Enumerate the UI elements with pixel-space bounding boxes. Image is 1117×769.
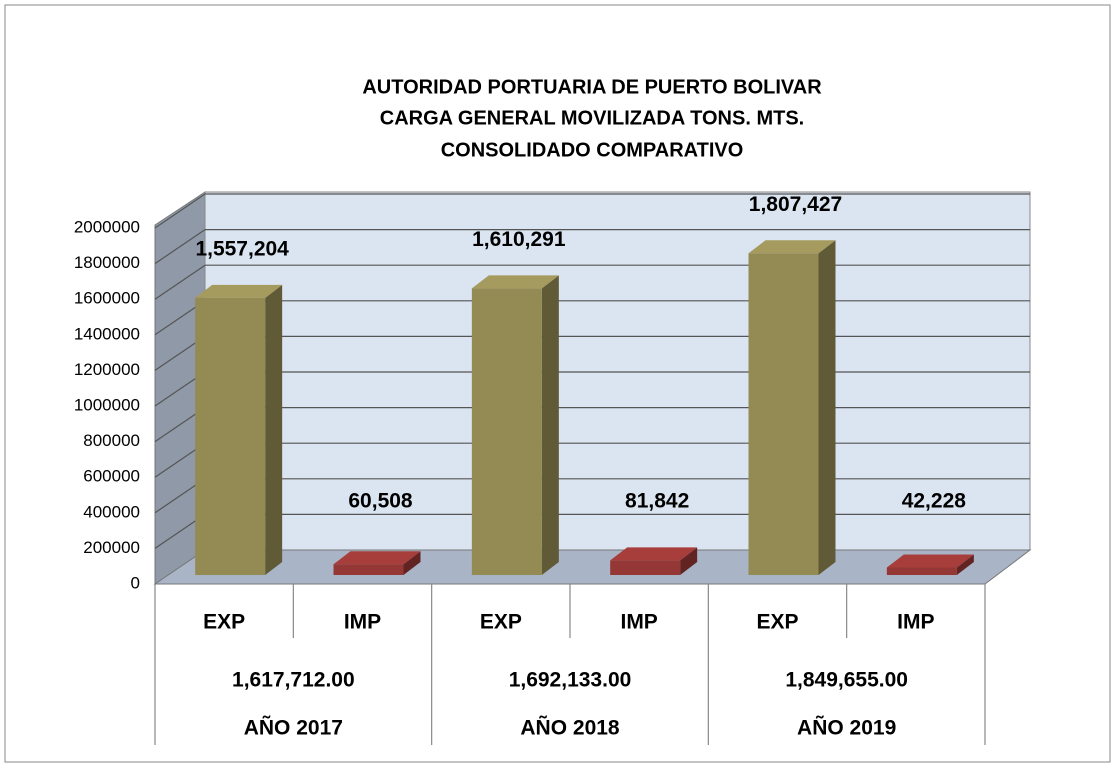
bar: [195, 297, 266, 575]
group-total: 1,692,133.00: [509, 669, 632, 692]
group-label: AÑO 2019: [797, 717, 896, 740]
y-tick-label: 1800000: [74, 253, 140, 272]
y-tick-label: 1200000: [74, 360, 140, 379]
chart-title: CONSOLIDADO COMPARATIVO: [441, 139, 744, 161]
bar-top: [748, 240, 836, 254]
x-tick-label: IMP: [897, 611, 934, 634]
data-label: 81,842: [625, 490, 689, 513]
group-total: 1,617,712.00: [232, 669, 355, 692]
group-total: 1,849,655.00: [785, 669, 908, 692]
bar-side: [403, 551, 421, 575]
data-label: 60,508: [348, 490, 413, 513]
group-label: AÑO 2018: [520, 717, 620, 740]
grid-line: [154, 229, 206, 265]
y-tick-label: 2000000: [74, 217, 140, 236]
bar-top: [333, 551, 421, 565]
bar-side: [818, 240, 836, 575]
bar: [748, 253, 819, 575]
x-tick-label: IMP: [620, 611, 657, 634]
y-tick-label: 0: [131, 573, 140, 592]
bar-top: [610, 547, 698, 561]
bar-side: [680, 547, 698, 575]
y-tick-label: 1400000: [74, 324, 140, 343]
data-label: 1,807,427: [749, 193, 842, 216]
bar: [886, 567, 957, 575]
y-tick-label: 400000: [83, 502, 140, 521]
bar-side: [541, 275, 559, 575]
y-tick-label: 1000000: [74, 395, 140, 414]
grid-line: [154, 193, 206, 229]
x-tick-label: EXP: [756, 611, 798, 634]
chart-title: AUTORIDAD PORTUARIA DE PUERTO BOLIVAR: [362, 76, 822, 98]
bar: [471, 288, 542, 575]
data-label: 42,228: [902, 490, 967, 513]
y-tick-label: 800000: [83, 431, 140, 450]
bar-side: [956, 554, 974, 575]
bar-top: [195, 284, 283, 298]
x-tick-label: EXP: [480, 611, 522, 634]
y-tick-label: 1600000: [74, 289, 140, 308]
y-tick-label: 600000: [83, 467, 140, 486]
chart-title: CARGA GENERAL MOVILIZADA TONS. MTS.: [380, 107, 804, 129]
data-label: 1,557,204: [195, 237, 289, 260]
y-tick-label: 200000: [83, 538, 140, 557]
x-tick-label: IMP: [344, 611, 381, 634]
bar-side: [265, 284, 283, 575]
group-label: AÑO 2017: [244, 717, 343, 740]
bar: [610, 560, 681, 575]
x-tick-label: EXP: [203, 611, 245, 634]
bar-top: [886, 554, 974, 568]
data-label: 1,610,291: [472, 228, 566, 251]
bar-top: [471, 275, 559, 289]
grid-line: [154, 264, 206, 300]
bar: [333, 564, 404, 575]
